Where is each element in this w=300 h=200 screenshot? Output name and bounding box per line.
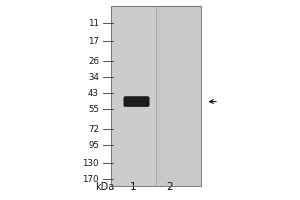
Bar (156, 6, 201, 186)
Text: 1: 1 (130, 182, 137, 192)
FancyBboxPatch shape (124, 97, 149, 107)
Text: 11: 11 (88, 19, 99, 27)
Text: 2: 2 (166, 182, 173, 192)
Text: 130: 130 (82, 158, 99, 168)
Text: kDa: kDa (95, 182, 115, 192)
Text: 43: 43 (88, 88, 99, 98)
Text: 34: 34 (88, 72, 99, 82)
Text: 95: 95 (88, 140, 99, 149)
Text: 26: 26 (88, 56, 99, 66)
Bar (111, 6, 201, 186)
Bar (111, 6, 201, 186)
Text: 170: 170 (82, 174, 99, 184)
Bar (111, 6, 156, 186)
Text: 72: 72 (88, 124, 99, 134)
Text: 17: 17 (88, 36, 99, 46)
Text: 55: 55 (88, 104, 99, 114)
